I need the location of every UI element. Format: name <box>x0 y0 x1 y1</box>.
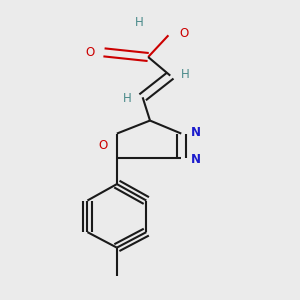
Text: N: N <box>190 125 200 139</box>
Text: H: H <box>181 68 190 81</box>
Text: H: H <box>123 92 132 105</box>
Text: O: O <box>98 139 108 152</box>
Text: N: N <box>190 153 200 166</box>
Text: O: O <box>179 27 189 40</box>
Text: H: H <box>135 16 143 29</box>
Text: O: O <box>85 46 95 59</box>
